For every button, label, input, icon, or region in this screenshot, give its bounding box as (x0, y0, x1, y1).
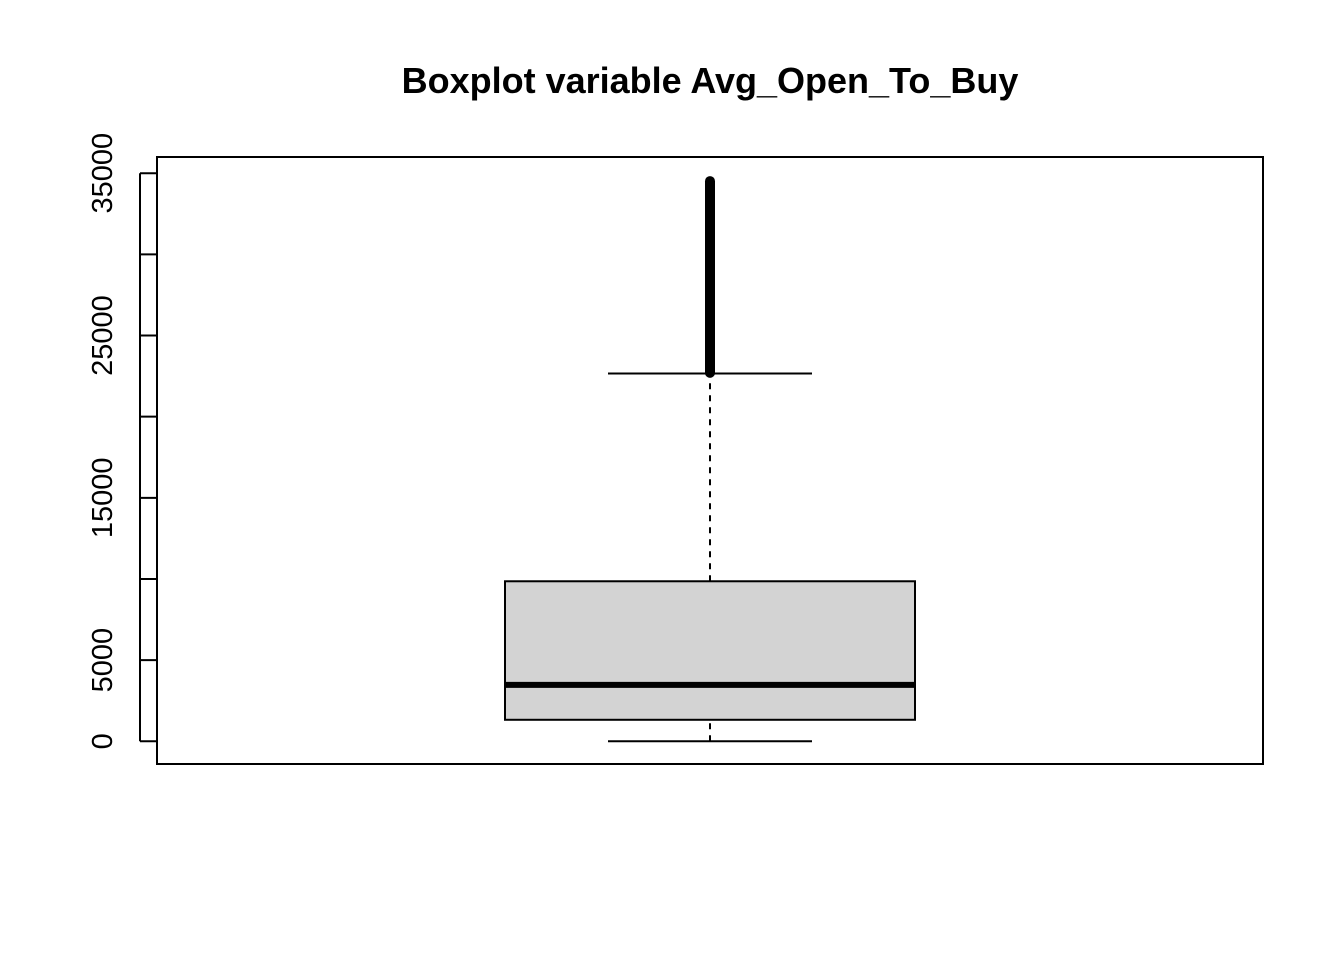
y-axis: 0 5000 15000 25000 35000 (87, 133, 157, 749)
chart-title: Boxplot variable Avg_Open_To_Buy (402, 60, 1019, 101)
plot-frame (156, 156, 1264, 765)
y-tick-label: 35000 (87, 133, 119, 214)
y-tick-label: 0 (87, 733, 119, 749)
boxplot (504, 176, 916, 743)
y-tick-label: 5000 (87, 628, 119, 693)
y-tick-label: 25000 (87, 295, 119, 376)
y-tick-label: 15000 (87, 458, 119, 539)
iqr-box (504, 580, 916, 721)
